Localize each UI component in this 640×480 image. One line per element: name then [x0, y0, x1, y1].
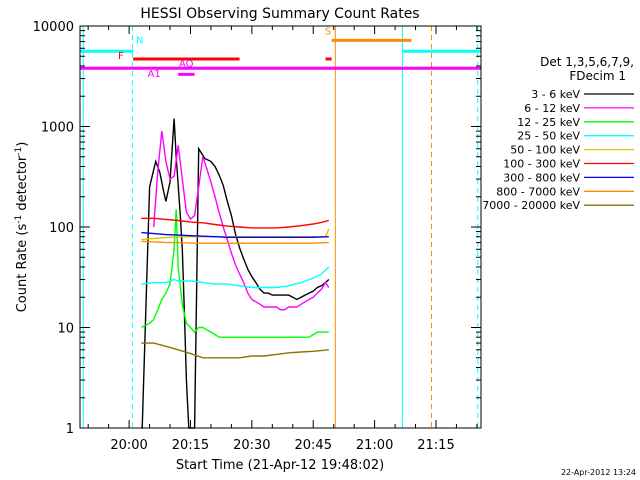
annotation-label-1: N: [136, 35, 143, 46]
y-tick-label-2: 10: [57, 322, 74, 337]
legend-label-9: 7000 - 20000 keV: [482, 199, 580, 212]
legend-label-3: 12 - 25 keV: [517, 116, 580, 129]
series-line-8: [141, 240, 329, 244]
legend-label-2: 6 - 12 keV: [524, 102, 580, 115]
x-tick-label-6: 21:15: [417, 438, 454, 453]
x-tick-label-4: 20:45: [295, 438, 332, 453]
y-tick-label-5: 10000: [33, 20, 74, 35]
y-label-sup-2: -1: [14, 147, 24, 156]
legend-label-4: 25 - 50 keV: [517, 130, 580, 143]
chart-title: HESSI Observing Summary Count Rates: [140, 6, 419, 22]
annotations-group: N F A1 AQ S: [80, 26, 481, 428]
legend-header-1: Det 1,3,5,6,7,9,: [540, 55, 634, 69]
x-tick-label-2: 20:15: [172, 438, 209, 453]
y-axis-label: Count Rate (s-1 detector-1): [14, 142, 30, 313]
x-axis-label: Start Time (21-Apr-12 19:48:02): [176, 458, 384, 473]
y-label-part-1: Count Rate (s: [15, 224, 30, 313]
series-line-6: [141, 217, 329, 229]
annotation-label-5: S: [325, 27, 331, 38]
y-label-sup-1: -1: [14, 215, 24, 224]
legend-label-7: 300 - 800 keV: [503, 171, 580, 184]
series-line-7: [141, 231, 329, 239]
y-label-part-3: ): [15, 142, 30, 147]
annotation-label-2: F: [118, 51, 124, 62]
y-tick-label-1: 1: [66, 422, 74, 437]
legend-label-6: 100 - 300 keV: [503, 158, 580, 171]
annotation-label-4: AQ: [179, 59, 194, 70]
series-line-2: [153, 131, 330, 311]
annotation-label-3: A1: [148, 69, 161, 80]
series-line-1: [141, 118, 330, 429]
legend-header-2: FDecim 1: [569, 69, 626, 83]
y-label-part-2: detector: [15, 155, 30, 215]
axis-ticks-group: 20:00 20:15 20:30 20:45 21:00 21:15 1 10 100 1000…: [33, 20, 481, 453]
legend-label-1: 3 - 6 keV: [531, 88, 580, 101]
x-tick-label-1: 20:00: [110, 438, 147, 453]
series-line-9: [141, 342, 329, 359]
series-line-3: [141, 209, 329, 338]
y-tick-label-3: 100: [49, 221, 74, 236]
y-tick-label-4: 1000: [41, 121, 74, 136]
legend-label-8: 800 - 7000 keV: [496, 185, 580, 198]
data-series-group: [141, 118, 330, 429]
x-tick-label-3: 20:30: [233, 438, 270, 453]
footer-date: 22-Apr-2012 13:24: [561, 468, 636, 477]
series-line-4: [141, 266, 330, 289]
x-tick-label-5: 21:00: [356, 438, 393, 453]
legend-label-5: 50 - 100 keV: [510, 144, 580, 157]
